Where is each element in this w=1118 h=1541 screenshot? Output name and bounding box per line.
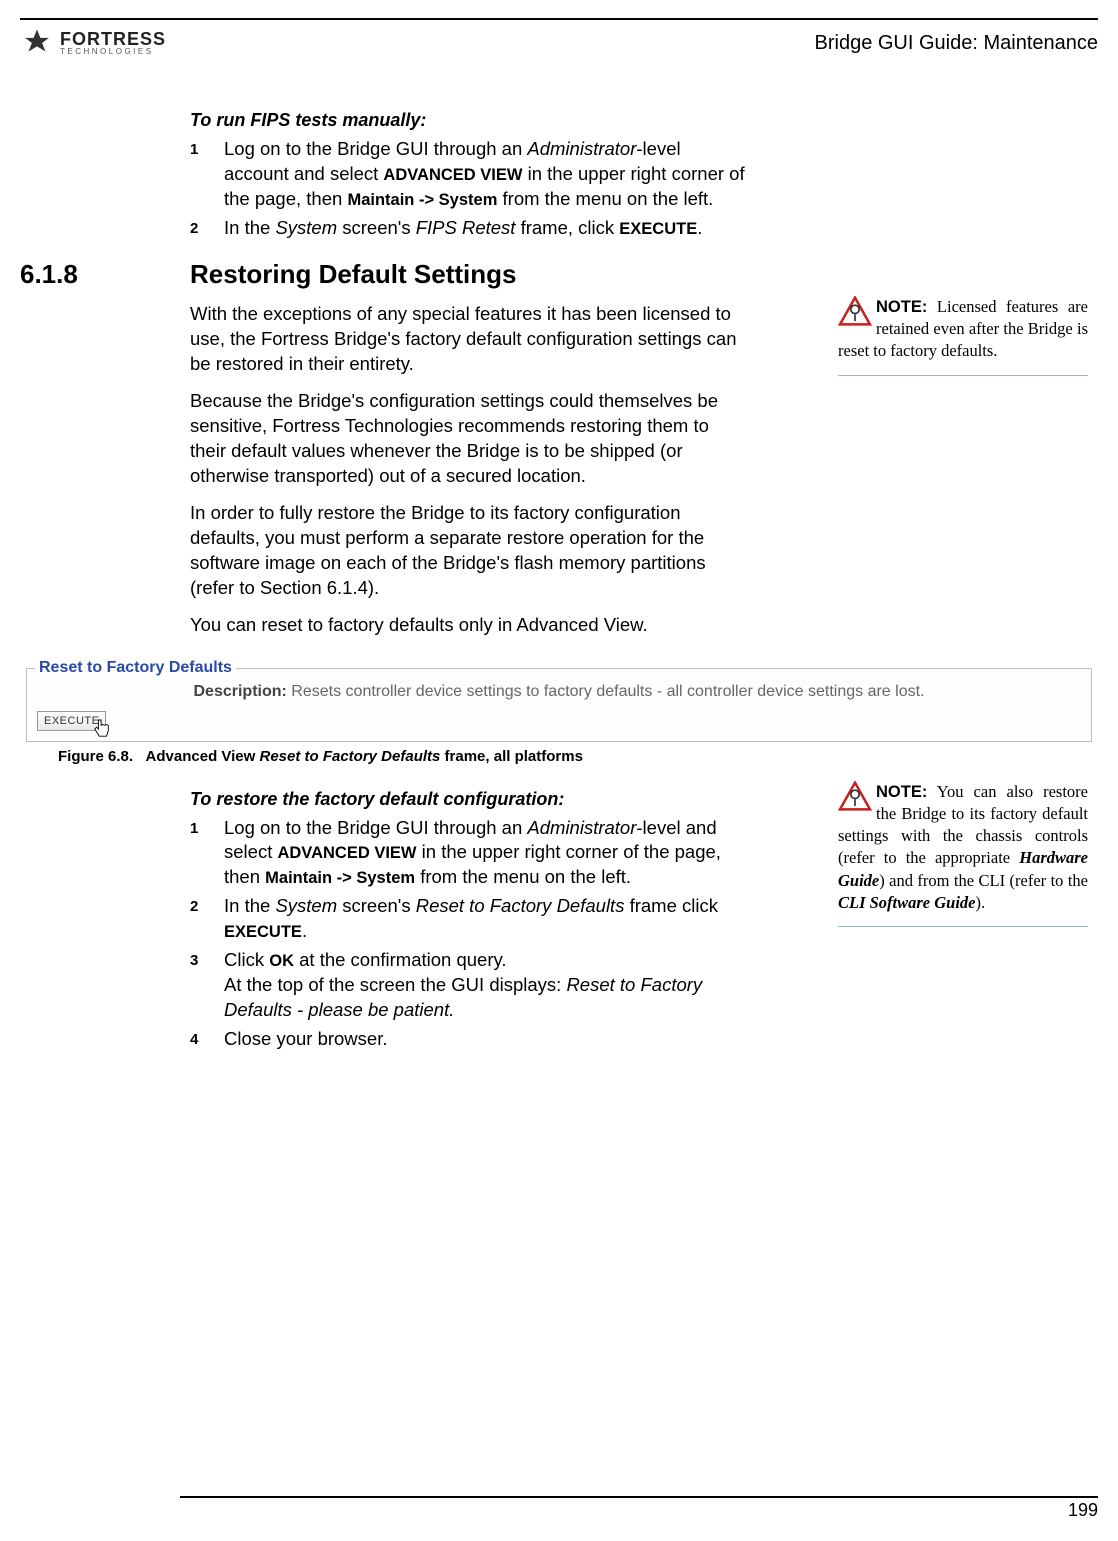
hand-cursor-icon (93, 718, 111, 740)
section-title: Restoring Default Settings (190, 259, 516, 290)
list-item: 3Click OK at the confirmation query.At t… (190, 948, 750, 1023)
section-number: 6.1.8 (20, 259, 190, 290)
list-item: 1Log on to the Bridge GUI through an Adm… (190, 816, 750, 891)
list-item: 2In the System screen's Reset to Factory… (190, 894, 750, 944)
fips-heading: To run FIPS tests manually: (190, 110, 750, 131)
desc-label: Description: (194, 683, 287, 700)
body-para: You can reset to factory defaults only i… (190, 613, 750, 638)
brand-logo: FORTRESS TECHNOLOGIES (20, 26, 166, 60)
logo-icon (20, 26, 54, 60)
brand-main: FORTRESS (60, 31, 166, 47)
desc-text: Resets controller device settings to fac… (291, 683, 924, 700)
factory-defaults-panel: Reset to Factory Defaults Description: R… (26, 668, 1092, 742)
list-item: 2In the System screen's FIPS Retest fram… (190, 216, 750, 241)
execute-button[interactable]: EXECUTE (37, 711, 106, 731)
page-number: 199 (180, 1496, 1098, 1521)
restore-steps: 1Log on to the Bridge GUI through an Adm… (190, 816, 750, 1053)
list-item: 1Log on to the Bridge GUI through an Adm… (190, 137, 750, 212)
page-header-title: Bridge GUI Guide: Maintenance (815, 32, 1099, 55)
figure-caption: Figure 6.8. Advanced View Reset to Facto… (58, 748, 1098, 765)
restore-heading: To restore the factory default configura… (190, 789, 750, 810)
brand-sub: TECHNOLOGIES (60, 48, 166, 55)
panel-legend: Reset to Factory Defaults (35, 659, 236, 677)
warning-icon (838, 781, 872, 811)
body-para: With the exceptions of any special featu… (190, 302, 750, 377)
fips-steps: 1Log on to the Bridge GUI through an Adm… (190, 137, 750, 241)
list-item: 4Close your browser. (190, 1027, 750, 1052)
body-para: Because the Bridge's configuration setti… (190, 389, 750, 489)
note-text: You can also restore the Bridge to its f… (838, 782, 1088, 912)
warning-icon (838, 296, 872, 326)
body-para: In order to fully restore the Bridge to … (190, 501, 750, 601)
note-box: NOTE: Licensed features are retained eve… (838, 296, 1088, 376)
note-box: NOTE: You can also restore the Bridge to… (838, 781, 1088, 928)
